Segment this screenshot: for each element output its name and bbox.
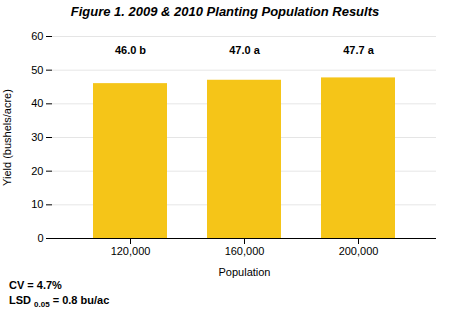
html-text:LSD0.05= 0.8 bu/ac: LSD0.05= 0.8 bu/ac [9,294,110,310]
svg-text:120,000: 120,000 [111,245,151,257]
svg-text:30: 30 [31,131,43,143]
svg-text:50: 50 [31,64,43,76]
svg-text:160,000: 160,000 [225,245,265,257]
svg-text:10: 10 [31,198,43,210]
svg-text:Yield (bushels/acre): Yield (bushels/acre) [1,89,13,186]
svg-text:46.0 b: 46.0 b [115,44,146,56]
html-text:Figure 1. 2009 & 2010 Planting: Figure 1. 2009 & 2010 Planting Populatio… [70,4,380,19]
svg-text:200,000: 200,000 [339,245,379,257]
svg-text:20: 20 [31,165,43,177]
svg-text:47.0 a: 47.0 a [229,44,260,56]
svg-text:40: 40 [31,97,43,109]
svg-text:0: 0 [37,232,43,244]
svg-text:60: 60 [31,30,43,42]
html-text:CV = 4.7%: CV = 4.7% [9,279,62,291]
svg-text:47.7 a: 47.7 a [343,44,374,56]
svg-text:Population: Population [219,266,271,278]
